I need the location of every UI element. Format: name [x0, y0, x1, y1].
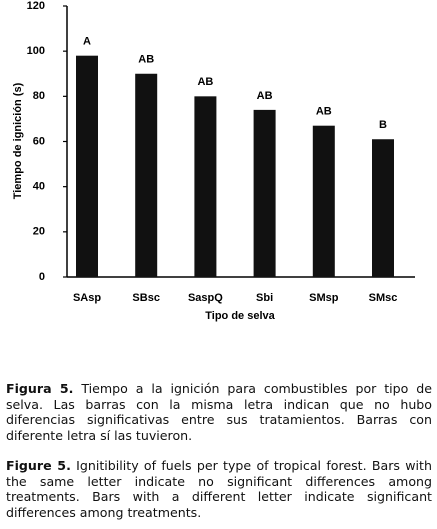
bar	[253, 109, 276, 277]
y-tick-label: 100	[27, 45, 45, 57]
bar	[194, 96, 217, 277]
y-tick-label: 20	[33, 226, 45, 238]
significance-letter: AB	[257, 90, 273, 102]
x-tick-label: SMsc	[369, 292, 398, 304]
x-tick-label: SaspQ	[188, 292, 223, 304]
significance-letter: AB	[138, 54, 154, 66]
caption-en: Figure 5. Ignitibility of fuels per type…	[6, 458, 432, 520]
y-tick-label: 0	[39, 271, 45, 283]
significance-letter: B	[379, 119, 387, 131]
y-tick-label: 60	[33, 135, 45, 147]
x-axis-label: Tipo de selva	[205, 310, 275, 322]
caption-label: Figura 5.	[6, 381, 74, 396]
bar	[312, 125, 335, 277]
y-axis-label: Tiempo de ignición (s)	[12, 82, 24, 199]
significance-letter: AB	[316, 106, 332, 118]
x-tick-label: SAsp	[73, 292, 101, 304]
significance-letter: A	[83, 36, 91, 48]
bar	[372, 139, 394, 277]
y-tick-label: 40	[33, 181, 45, 193]
caption-label: Figure 5.	[6, 458, 71, 473]
x-tick-label: SMsp	[309, 292, 339, 304]
y-tick-label: 120	[27, 0, 45, 12]
x-tick-label: Sbi	[256, 292, 273, 304]
caption-es: Figura 5. Tiempo a la ignición para comb…	[6, 381, 432, 443]
y-tick-label: 80	[33, 90, 45, 102]
caption-text: Tiempo a la ignición para combustibles p…	[6, 381, 432, 443]
caption-text: Ignitibility of fuels per type of tropic…	[6, 458, 432, 520]
x-tick-label: SBsc	[132, 292, 160, 304]
chart: Tiempo de ignición (s) Tipo de selva 0 20…	[12, 0, 415, 322]
bar	[76, 55, 98, 277]
significance-letter: AB	[197, 76, 213, 88]
bar	[135, 73, 158, 277]
